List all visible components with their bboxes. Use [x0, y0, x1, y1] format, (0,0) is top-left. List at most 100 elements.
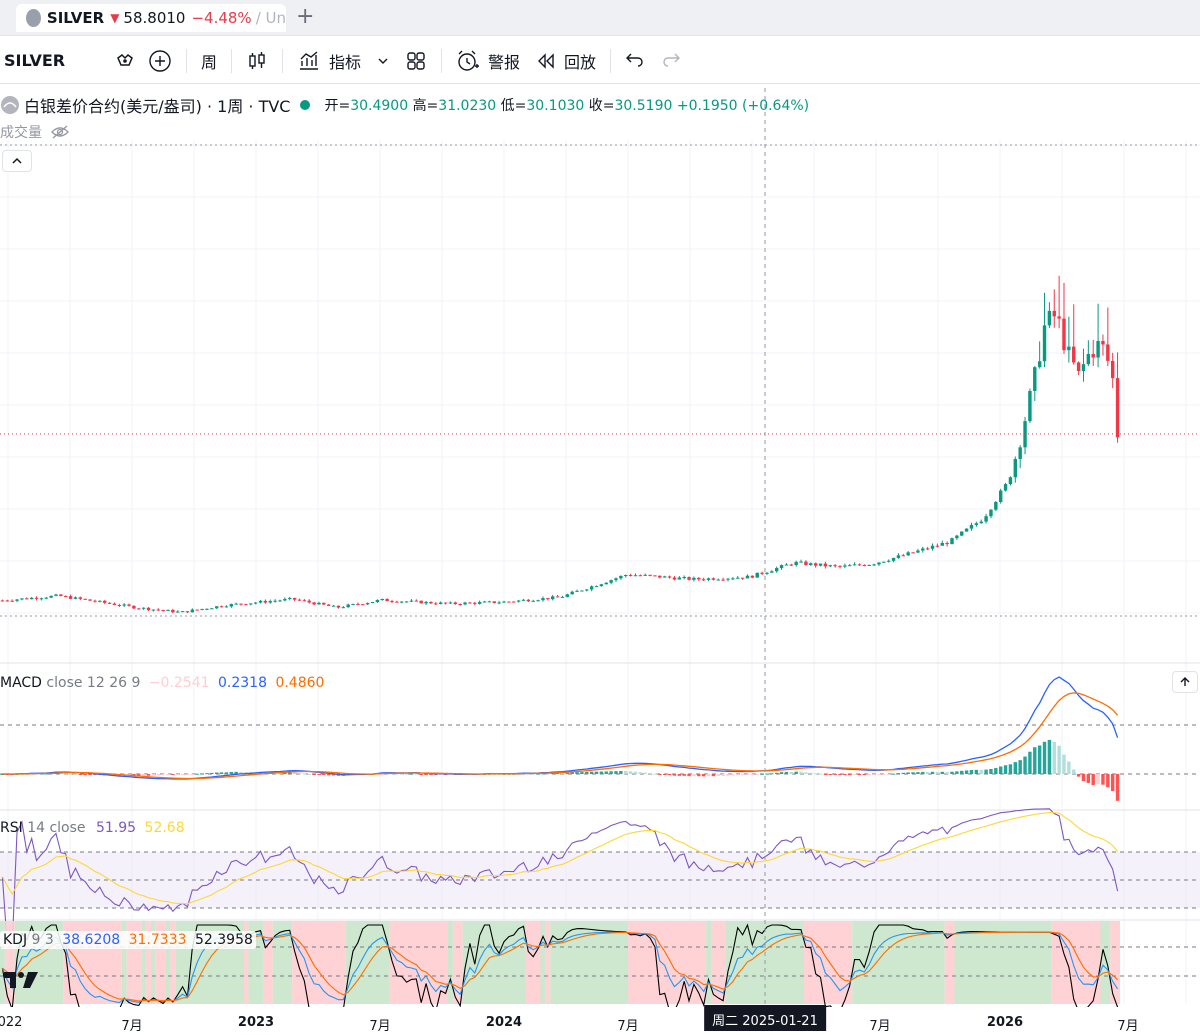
divider — [186, 48, 187, 73]
candle-body — [273, 600, 277, 602]
candle-body — [1023, 421, 1027, 448]
time-axis[interactable]: 022 7月 2023 7月 2024 7月 7月 2026 7月 — [0, 1007, 1200, 1035]
macd-histogram-bar — [804, 772, 808, 774]
kdj-j-value: 52.3958 — [194, 932, 253, 948]
kdj-legend: KDJ 9 3 38.6208 31.7333 52.3958 — [0, 931, 256, 949]
chart-canvas[interactable] — [0, 84, 1200, 1007]
redo-icon[interactable] — [653, 44, 689, 78]
indicators-button[interactable]: 指标 — [289, 44, 369, 78]
macd-histogram-bar — [672, 774, 677, 776]
macd-histogram-bar — [414, 773, 419, 775]
macd-histogram-bar — [721, 774, 725, 777]
candle-body — [229, 604, 234, 607]
candle-body — [1062, 318, 1066, 351]
candle-body — [930, 545, 935, 549]
macd-histogram-bar — [68, 773, 73, 775]
alert-button[interactable]: 警报 — [448, 44, 528, 78]
macd-histogram-bar — [852, 774, 857, 776]
macd-histogram-bar — [570, 772, 574, 774]
macd-histogram-bar — [711, 774, 716, 777]
candle-body — [1057, 316, 1061, 319]
macd-histogram-bar — [1033, 747, 1037, 774]
replay-button[interactable]: 回放 — [528, 44, 604, 78]
macd-histogram-bar — [682, 774, 686, 776]
candle-body — [331, 605, 336, 607]
macd-histogram-bar — [760, 773, 764, 775]
candle-body — [570, 591, 574, 595]
kdj-k-value: 38.6208 — [62, 932, 121, 948]
divider — [441, 48, 443, 73]
macd-legend: MACD close 12 26 9 −0.2541 0.2318 0.4860 — [0, 675, 324, 691]
candle-body — [643, 574, 647, 576]
candle-body — [219, 606, 224, 608]
candle-body — [974, 523, 979, 525]
macd-histogram-bar — [1115, 774, 1120, 801]
macd-histogram-bar — [438, 774, 443, 775]
macd-histogram-bar — [322, 774, 326, 776]
macd-name: MACD — [0, 675, 42, 691]
macd-histogram-bar — [818, 773, 823, 775]
layouts-grid-icon[interactable] — [397, 44, 435, 78]
macd-histogram-bar — [667, 774, 672, 776]
macd-histogram-bar — [901, 772, 906, 774]
candle-body — [789, 564, 794, 566]
macd-histogram-bar — [745, 774, 750, 775]
candle-body — [740, 577, 745, 579]
macd-histogram-bar — [1013, 762, 1018, 774]
macd-histogram-bar — [838, 774, 842, 776]
candle-body — [463, 602, 467, 605]
kdj-zone — [706, 921, 711, 1004]
candle-body — [541, 598, 545, 601]
macd-histogram-bar — [1110, 774, 1115, 792]
macd-histogram-bar — [955, 771, 959, 774]
candle-body — [424, 601, 428, 604]
kdj-zone — [525, 921, 541, 1004]
candle-body — [1042, 325, 1047, 362]
interval-button[interactable]: 周 — [201, 52, 218, 72]
candle-body — [49, 595, 53, 598]
kdj-zone — [170, 921, 176, 1004]
candle-body — [419, 600, 423, 604]
candle-body — [1003, 484, 1008, 491]
volume-legend[interactable]: 成交量 — [0, 122, 70, 142]
symbol-search[interactable]: SILVER — [4, 44, 140, 78]
new-tab-button[interactable]: + — [296, 4, 315, 29]
candle-body — [190, 609, 195, 613]
candle-body — [560, 596, 565, 598]
undo-icon[interactable] — [617, 44, 653, 78]
candle-body — [458, 603, 462, 605]
candle-body — [312, 602, 316, 605]
candle-body — [1081, 364, 1086, 372]
macd-histogram-bar — [560, 773, 565, 775]
eye-hidden-icon[interactable] — [50, 124, 70, 140]
candle-body — [911, 552, 915, 554]
kdj-zone — [292, 921, 346, 1004]
macd-histogram-bar — [779, 772, 784, 774]
candle-body — [521, 599, 526, 601]
macd-histogram-bar — [151, 774, 156, 776]
candle-body — [760, 572, 764, 574]
compare-add-icon[interactable] — [140, 44, 180, 78]
candle-body — [297, 599, 302, 601]
candle-body — [745, 575, 750, 579]
move-pane-up-button[interactable] — [1172, 671, 1198, 693]
candle-body — [214, 606, 219, 609]
candle-body — [268, 601, 272, 603]
chevron-down-icon[interactable] — [369, 44, 397, 78]
kdj-zone — [448, 921, 453, 1004]
toolbar: SILVER 周 指标 警报 回放 — [0, 38, 1200, 84]
candles-chart-type-icon[interactable] — [238, 44, 276, 78]
candle-body — [151, 609, 156, 611]
candle-body — [351, 603, 355, 605]
close-value: 30.5190 — [614, 98, 673, 114]
macd-histogram-bar — [132, 774, 136, 776]
low-label: 低= — [500, 98, 527, 114]
candle-body — [687, 577, 691, 580]
collapse-legend-button[interactable] — [2, 150, 32, 172]
kdj-zone — [452, 921, 463, 1004]
macd-histogram-bar — [419, 774, 423, 775]
kdj-zone — [1100, 921, 1111, 1004]
candle-body — [770, 571, 774, 573]
symbol-tab[interactable]: SILVER ▼ 58.8010 −4.48% / Un — [16, 4, 286, 32]
candle-body — [882, 561, 886, 563]
